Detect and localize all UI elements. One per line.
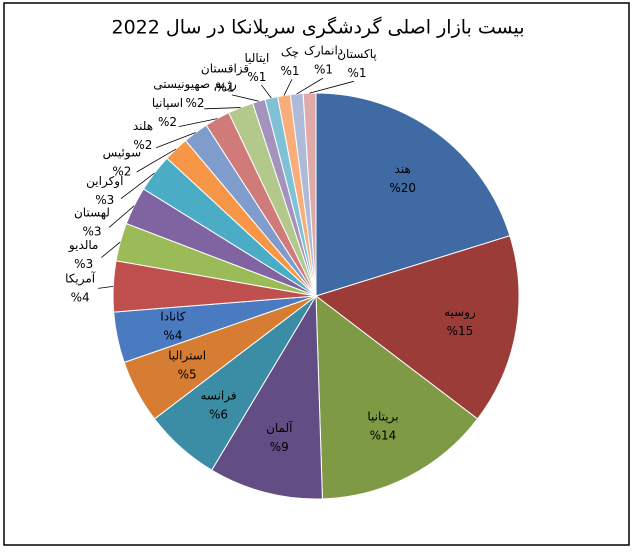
- slice-label: ایتالیا: [244, 51, 269, 65]
- leader-line: [136, 148, 177, 173]
- value-label: %1: [280, 64, 299, 78]
- slice-label: هلند: [133, 119, 153, 133]
- slice-label: استرالیا: [168, 349, 206, 364]
- leader-line: [296, 77, 324, 95]
- value-label: %3: [95, 193, 114, 207]
- leader-line: [101, 241, 121, 258]
- pie-slice: [314, 235, 520, 420]
- value-label: %2: [158, 115, 177, 129]
- value-label: %1: [247, 70, 266, 84]
- leader-line: [283, 79, 293, 96]
- value-label: %4: [163, 328, 182, 342]
- pie-slice: [211, 294, 323, 500]
- slice-label: آلمان: [266, 420, 293, 435]
- leader-line: [231, 94, 259, 102]
- pie-slice: [315, 92, 511, 297]
- value-label: %15: [447, 324, 474, 338]
- value-label: %14: [370, 428, 397, 442]
- slice-label: سوئیس: [103, 145, 142, 160]
- slice-label: اوکراین: [86, 174, 123, 189]
- slice-label: رژیم صهیونیستی: [153, 77, 237, 92]
- leader-line: [120, 172, 155, 200]
- pie-slice: [315, 294, 479, 500]
- slice-label: مالدیو: [68, 238, 99, 253]
- leader-line: [309, 80, 354, 94]
- value-label: %2: [133, 138, 152, 152]
- leader-line: [155, 132, 196, 149]
- value-label: %4: [71, 290, 90, 304]
- slice-label: پاکستان: [337, 47, 377, 61]
- slice-label: چک: [281, 45, 299, 59]
- slice-label: کانادا: [160, 309, 185, 323]
- slice-label: روسیه: [444, 305, 476, 320]
- slice-label: بریتانیا: [367, 409, 398, 424]
- leader-line: [108, 205, 135, 228]
- leader-line: [261, 84, 272, 99]
- slice-label: هند: [395, 162, 411, 176]
- chart-title: بیست بازار اصلی گردشگری سریلانکا در سال …: [111, 16, 524, 39]
- leader-line: [98, 285, 114, 289]
- value-label: %5: [178, 368, 197, 382]
- leader-line: [178, 118, 218, 127]
- value-label: %3: [82, 224, 101, 238]
- slice-label: آمریکا: [65, 270, 96, 286]
- value-label: %3: [74, 257, 93, 271]
- slice-label: فرانسه: [200, 388, 236, 403]
- value-label: %2: [186, 96, 205, 110]
- value-label: %2: [112, 164, 131, 178]
- value-label: %6: [209, 407, 228, 421]
- slice-label: اسپانیا: [152, 96, 183, 110]
- slice-label: قزاقستان: [201, 62, 249, 77]
- slice-label: لهستان: [74, 205, 110, 219]
- value-label: %20: [389, 181, 416, 195]
- leader-line: [204, 107, 241, 110]
- value-label: %1: [216, 81, 235, 95]
- value-label: %1: [314, 63, 333, 77]
- slice-label: دانمارک: [304, 44, 343, 59]
- value-label: %9: [270, 440, 289, 454]
- value-label: %1: [347, 66, 366, 80]
